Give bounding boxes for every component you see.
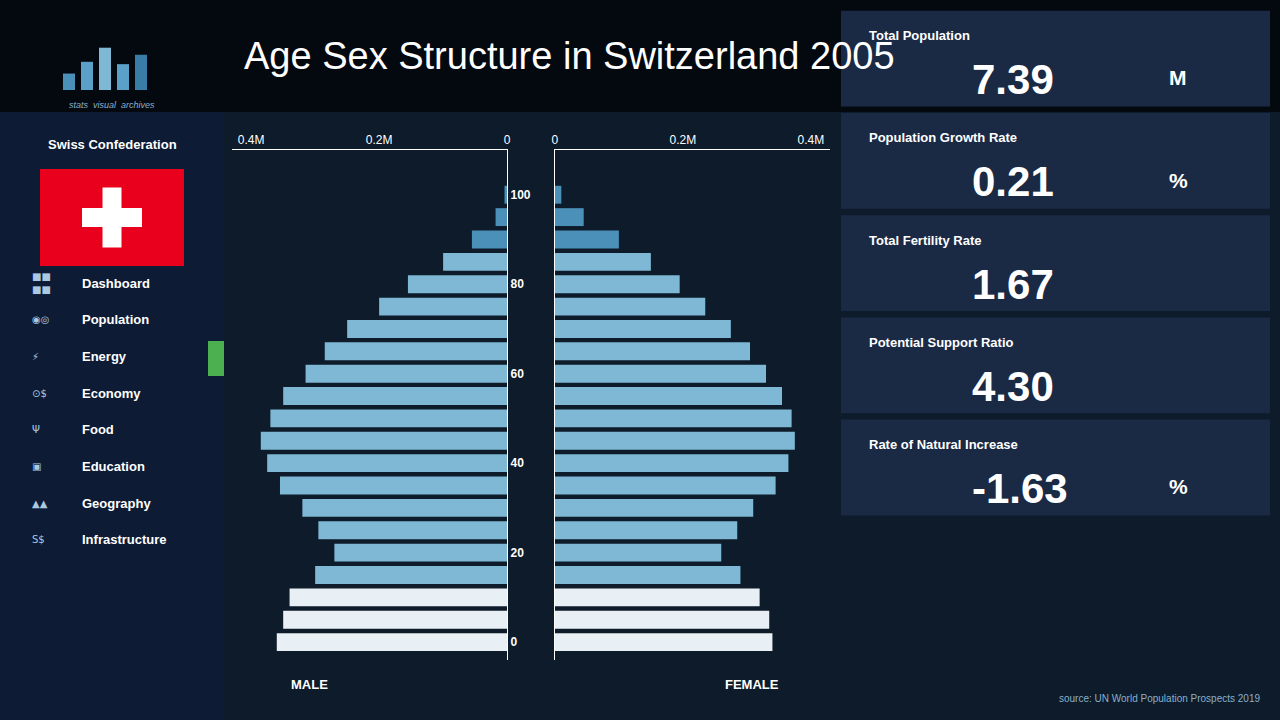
svg-text:Education: Education (82, 459, 145, 474)
svg-text:Swiss Confederation: Swiss Confederation (48, 137, 177, 152)
svg-text:4.30: 4.30 (972, 363, 1054, 410)
svg-text:%: % (1169, 169, 1188, 192)
svg-text:Rate of Natural Increase: Rate of Natural Increase (869, 437, 1018, 452)
svg-text:Population Growth Rate: Population Growth Rate (869, 130, 1017, 145)
svg-text:100: 100 (510, 188, 530, 202)
svg-text:▣: ▣ (32, 461, 41, 472)
svg-text:60: 60 (510, 367, 524, 381)
svg-text:Infrastructure: Infrastructure (82, 532, 167, 547)
svg-text:0.4M: 0.4M (238, 133, 265, 147)
svg-text:FEMALE: FEMALE (725, 677, 779, 692)
svg-text:40: 40 (510, 456, 524, 470)
svg-text:Food: Food (82, 422, 114, 437)
svg-text:■■■■: ■■■■ (32, 271, 51, 295)
svg-text:stats visual archives: stats visual archives (69, 100, 155, 110)
svg-text:Total Population: Total Population (869, 28, 970, 43)
svg-text:-1.63: -1.63 (972, 465, 1068, 512)
svg-text:0: 0 (510, 635, 517, 649)
svg-text:0.2M: 0.2M (366, 133, 393, 147)
svg-text:0.21: 0.21 (972, 158, 1054, 205)
svg-text:◉◎: ◉◎ (32, 314, 49, 325)
svg-text:0: 0 (504, 133, 511, 147)
svg-text:0.2M: 0.2M (670, 133, 697, 147)
svg-text:Geography: Geography (82, 496, 151, 511)
svg-text:Energy: Energy (82, 349, 127, 364)
svg-text:S$: S$ (32, 534, 45, 545)
svg-text:▲▲: ▲▲ (32, 498, 48, 509)
svg-text:%: % (1169, 475, 1188, 498)
svg-text:M: M (1169, 66, 1187, 89)
svg-text:7.39: 7.39 (972, 56, 1054, 103)
svg-text:⊙$: ⊙$ (32, 388, 47, 399)
svg-text:Population: Population (82, 312, 149, 327)
svg-text:Economy: Economy (82, 386, 141, 401)
svg-text:Dashboard: Dashboard (82, 276, 150, 291)
svg-text:1.67: 1.67 (972, 261, 1054, 308)
svg-text:source: UN World Population Pr: source: UN World Population Prospects 20… (1059, 693, 1260, 704)
svg-text:0.4M: 0.4M (797, 133, 824, 147)
svg-text:Potential Support Ratio: Potential Support Ratio (869, 335, 1014, 350)
svg-text:⚡: ⚡ (32, 351, 39, 362)
svg-text:MALE: MALE (291, 677, 328, 692)
svg-text:Total Fertility Rate: Total Fertility Rate (869, 233, 981, 248)
svg-text:Ψ: Ψ (32, 424, 40, 435)
svg-text:0: 0 (552, 133, 559, 147)
svg-text:Age Sex Structure in Switzerla: Age Sex Structure in Switzerland 2005 (244, 35, 895, 77)
svg-text:20: 20 (510, 546, 524, 560)
svg-text:80: 80 (510, 277, 524, 291)
